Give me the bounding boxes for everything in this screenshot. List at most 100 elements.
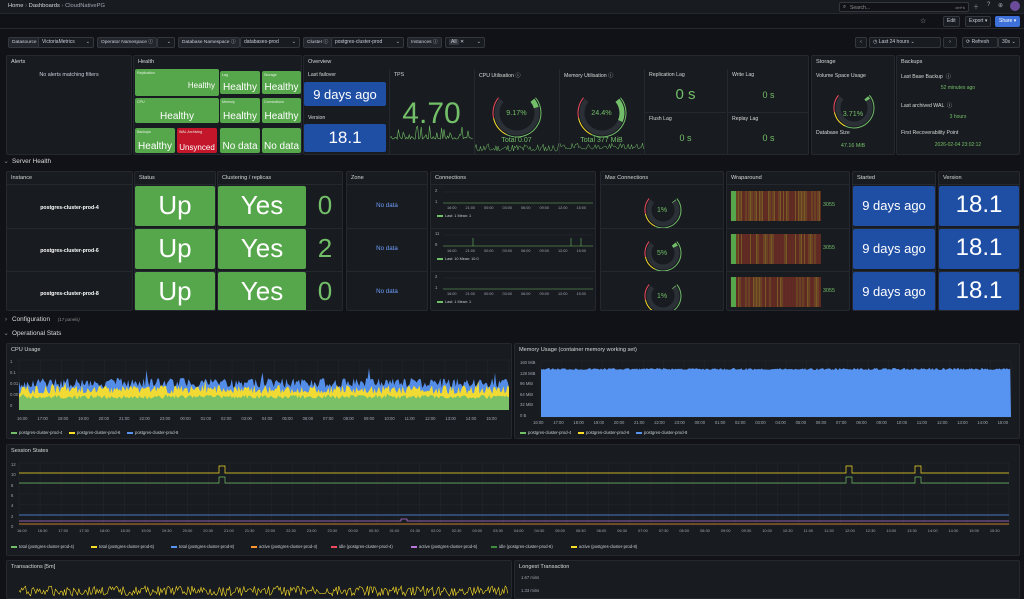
share-button[interactable]: Share ▾ bbox=[995, 16, 1021, 27]
legend-item[interactable]: active (postgres-cluster-prod-6) bbox=[411, 544, 477, 549]
gauge-fill bbox=[530, 98, 539, 109]
section-title: Server Health bbox=[12, 158, 52, 165]
panel-title: Storage bbox=[816, 59, 836, 65]
health-tile-value: No data bbox=[222, 141, 258, 152]
column-header: Status bbox=[139, 175, 155, 181]
x-tick: 05:00 bbox=[795, 420, 807, 425]
legend-item[interactable]: total (postgres-cluster-prod-8) bbox=[171, 544, 234, 549]
x-tick: 02:00 bbox=[735, 420, 746, 425]
flush-lag-value: 0 s bbox=[679, 133, 692, 143]
legend-swatch bbox=[251, 545, 257, 548]
alerts-panel: Alerts No alerts matching filters bbox=[6, 55, 132, 155]
memory-total: Total 377 MiB bbox=[580, 137, 623, 144]
star-icon[interactable]: ☆ bbox=[920, 18, 927, 25]
avatar[interactable] bbox=[1010, 1, 1020, 11]
info-icon: ⓘ bbox=[945, 74, 951, 80]
legend-item[interactable]: postgres-cluster-prod-8 bbox=[127, 430, 178, 435]
volume-usage-value: 3.71% bbox=[842, 109, 864, 118]
add-icon[interactable]: ＋ bbox=[973, 5, 980, 11]
server-health-row[interactable]: ⌄ Server Health bbox=[0, 156, 1024, 168]
edit-button[interactable]: Edit bbox=[943, 16, 960, 27]
search-input[interactable]: ⌕ Search... ctrl+k bbox=[839, 2, 969, 12]
legend-item[interactable]: postgres-cluster-prod-4 bbox=[520, 430, 571, 435]
y-tick: 11 bbox=[435, 231, 440, 236]
breadcrumb-home[interactable]: Home bbox=[8, 3, 24, 9]
legend-item[interactable]: postgres-cluster-prod-8 bbox=[636, 430, 687, 435]
legend-item[interactable]: active (postgres-cluster-prod-4) bbox=[251, 544, 317, 549]
series-line bbox=[19, 518, 1009, 522]
legend-label: total (postgres-cluster-prod-8) bbox=[179, 544, 235, 549]
breadcrumb-dashboards[interactable]: Dashboards bbox=[28, 3, 60, 9]
gauge-track bbox=[646, 242, 680, 270]
breadcrumb-current[interactable]: CloudNativePG bbox=[65, 3, 106, 9]
info-icon: ⓘ bbox=[608, 73, 614, 79]
legend-swatch bbox=[11, 431, 17, 434]
zoom-out-button[interactable]: ‹ bbox=[855, 37, 867, 48]
x-tick: 06:00 bbox=[302, 416, 314, 421]
series-line bbox=[19, 465, 1009, 474]
datasource-select[interactable]: VictoriaMetrics ⌄ bbox=[38, 37, 94, 48]
column-header: Wraparound bbox=[731, 175, 762, 181]
tps-sparkline bbox=[389, 125, 473, 140]
x-tick: 04:00 bbox=[775, 420, 786, 425]
x-tick: 20:00 bbox=[613, 420, 625, 425]
series-line bbox=[19, 476, 1009, 484]
instance-name: postgres-cluster-prod-6 bbox=[40, 248, 99, 254]
news-icon[interactable]: ⊕ bbox=[998, 3, 1004, 9]
legend-item[interactable]: total (postgres-cluster-prod-6) bbox=[91, 544, 154, 549]
health-tile-label: Replication bbox=[137, 71, 155, 75]
legend-item[interactable]: total (postgres-cluster-prod-4) bbox=[11, 544, 74, 549]
info-icon: ⓘ bbox=[148, 40, 154, 45]
legend-item[interactable]: postgres-cluster-prod-6 bbox=[69, 430, 120, 435]
stat-label: TPS bbox=[394, 72, 405, 78]
x-tick: 20:30 bbox=[203, 528, 214, 533]
legend-text: Last: 1 Mean: 1 bbox=[445, 214, 472, 218]
panel-title: Backups bbox=[901, 59, 923, 65]
legend-item[interactable]: idle (postgres-cluster-prod-6) bbox=[491, 544, 553, 549]
time-range-picker[interactable]: ◷ Last 24 hours ⌄ bbox=[869, 37, 941, 48]
x-tick: 08:00 bbox=[856, 420, 867, 425]
x-tick: 00:30 bbox=[368, 528, 379, 533]
export-button[interactable]: Export ▾ bbox=[965, 16, 992, 27]
help-icon[interactable]: ? bbox=[987, 2, 991, 8]
legend-swatch bbox=[69, 431, 75, 434]
configuration-row[interactable]: › Configuration (17 panels) bbox=[0, 314, 1024, 326]
cluster-select[interactable]: postgres-cluster-prod ⌄ bbox=[331, 37, 404, 48]
chevron-down-icon: ⌄ bbox=[85, 39, 90, 45]
legend-item[interactable]: postgres-cluster-prod-6 bbox=[578, 430, 629, 435]
legend-label: idle (postgres-cluster-prod-4) bbox=[339, 544, 393, 549]
y-tick: 96 MiB bbox=[520, 381, 534, 386]
status-tile: Up bbox=[135, 272, 215, 310]
wraparound-value: 3055 bbox=[823, 245, 835, 251]
refresh-interval-select[interactable]: 30s ⌄ bbox=[998, 37, 1020, 48]
x-tick: 21:00 bbox=[465, 249, 476, 253]
stat-label: Last failover bbox=[308, 72, 336, 78]
instances-select[interactable]: All ✕ ⌄ bbox=[445, 37, 485, 48]
version-value: 18.1 bbox=[955, 234, 1003, 261]
x-tick: 09:30 bbox=[741, 528, 752, 533]
time-forward-button[interactable]: › bbox=[943, 37, 957, 48]
operational-stats-row[interactable]: ⌄ Operational Stats bbox=[0, 328, 1024, 340]
y-tick: 0 bbox=[10, 403, 13, 408]
operator-namespace-select[interactable]: ⌄ bbox=[157, 37, 175, 48]
version-tile: 18.1 bbox=[939, 229, 1019, 269]
legend-item[interactable]: idle (postgres-cluster-prod-4) bbox=[331, 544, 393, 549]
cpu-usage-panel: CPU Usage 1 0.1 0.01 0.001 0 16:00 17:00 18:00… bbox=[6, 343, 512, 439]
y-tick: 2 bbox=[435, 274, 438, 279]
x-tick: 09:00 bbox=[539, 206, 550, 210]
x-tick: 16:30 bbox=[37, 528, 48, 533]
x-tick: 03:30 bbox=[493, 528, 503, 533]
x-tick: 03:00 bbox=[502, 292, 513, 296]
started-value: 9 days ago bbox=[862, 284, 926, 299]
refresh-button[interactable]: ⟳ Refresh bbox=[962, 37, 998, 48]
legend-item[interactable]: postgres-cluster-prod-4 bbox=[11, 430, 62, 435]
gauge-threshold bbox=[845, 94, 875, 129]
x-tick: 03:00 bbox=[241, 416, 252, 421]
legend-swatch bbox=[91, 545, 97, 548]
y-tick: 6 bbox=[11, 492, 14, 498]
x-tick: 15:00 bbox=[576, 249, 587, 253]
column-header: Started bbox=[857, 175, 876, 181]
legend-item[interactable]: active (postgres-cluster-prod-8) bbox=[571, 544, 637, 549]
database-namespace-select[interactable]: databases-prod ⌄ bbox=[240, 37, 300, 48]
x-tick: 13:30 bbox=[907, 528, 917, 533]
